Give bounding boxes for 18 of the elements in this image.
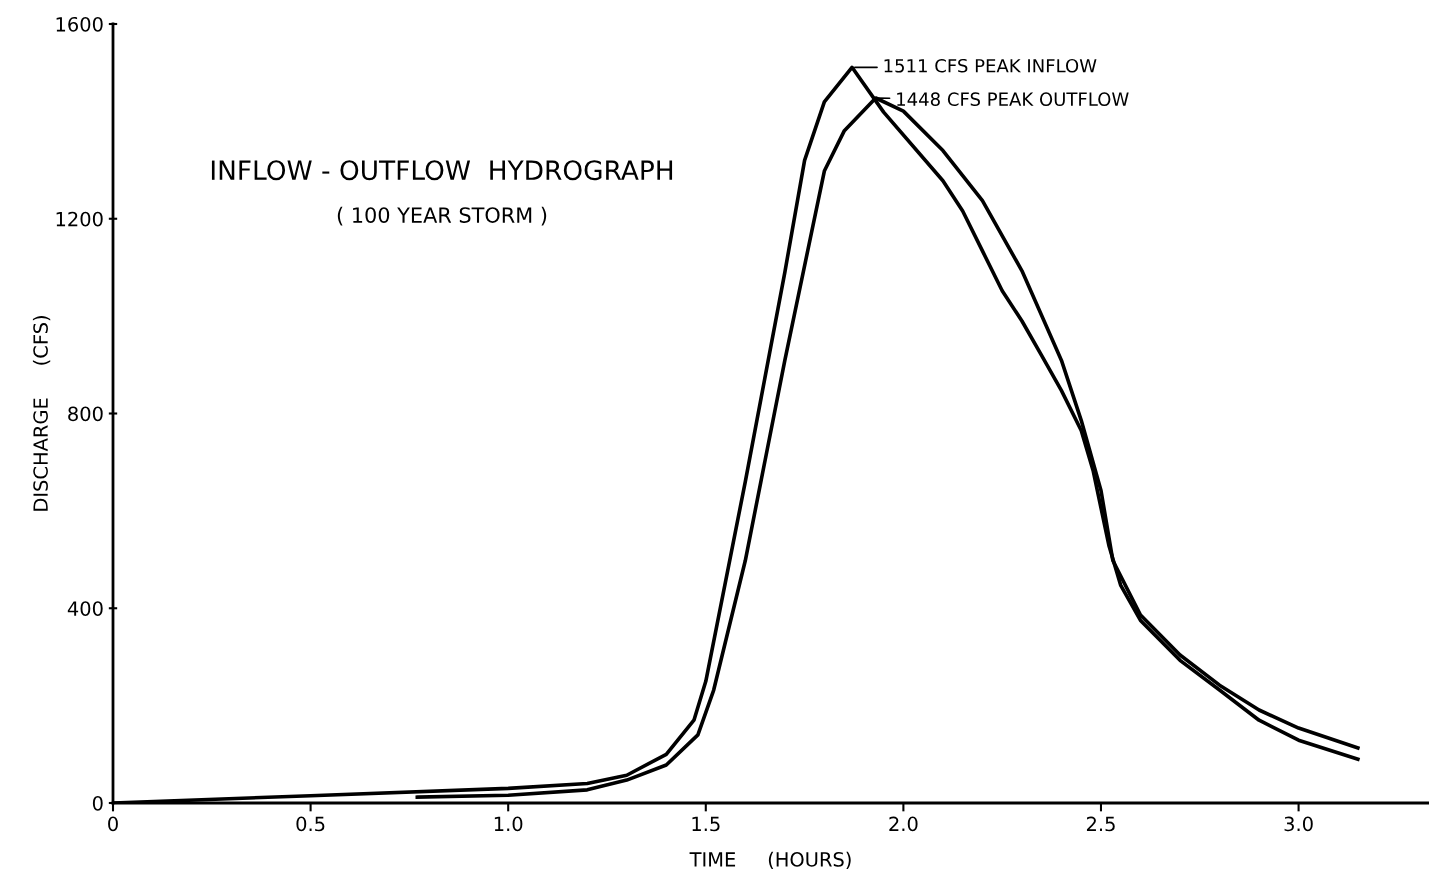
y-tick-label: 1600 (56, 16, 103, 32)
x-tick-label: 2.0 (889, 816, 918, 832)
text: INFLOW - OUTFLOW HYDROGRAPH (211, 160, 673, 181)
x-tick-label: 3.0 (1284, 816, 1313, 832)
y-tick-label: 1200 (56, 211, 103, 227)
y-tick-label: 0 (92, 795, 103, 811)
y-axis-title: DISCHARGE (CFS) (32, 316, 51, 511)
annotation: 1511 CFS PEAK INFLOW (884, 58, 1097, 73)
text: ( 100 YEAR STORM ) (337, 206, 547, 226)
x-tick-label: 2.5 (1086, 816, 1115, 832)
x-tick-label: 1.0 (494, 816, 523, 832)
x-tick-label: 1.5 (692, 816, 720, 832)
x-axis-title: TIME (HOURS) (689, 851, 851, 870)
annotation: 1448 CFS PEAK OUTFLOW (897, 92, 1129, 107)
y-tick-label: 400 (67, 601, 103, 616)
x-tick-label: 0.5 (296, 816, 325, 832)
x-tick-label: 0 (108, 816, 118, 832)
y-tick-label: 800 (68, 406, 103, 422)
